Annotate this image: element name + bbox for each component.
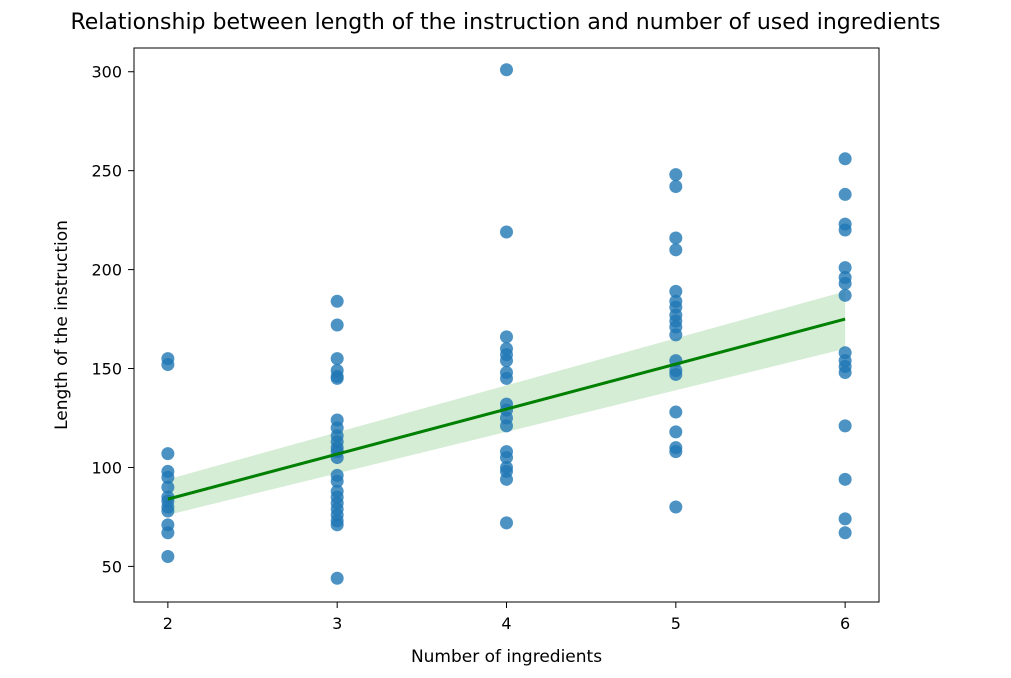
x-tick-label: 6 [840,614,850,633]
data-point [161,358,175,372]
data-point [500,63,513,77]
y-tick-label: 50 [102,557,122,576]
data-point [500,516,513,530]
data-point [838,365,852,379]
x-tick-label: 3 [332,614,342,633]
x-tick-label: 4 [501,614,511,633]
data-point [330,294,344,308]
data-point [500,354,513,368]
data-point [330,518,344,532]
data-point [838,261,852,275]
data-point [669,425,683,439]
data-point [330,352,344,366]
data-point [161,480,175,494]
regression-line-layer [167,317,846,501]
data-point [669,367,683,381]
data-point [838,152,852,166]
data-point [838,288,852,302]
data-point [669,168,683,182]
y-axis-label: Length of the instruction [52,220,72,430]
data-point [161,504,175,518]
y-tick-label: 200 [91,261,122,280]
y-tick-label: 250 [91,162,122,181]
data-point [838,187,852,201]
data-point [669,445,683,459]
data-point [161,526,175,540]
data-point [161,549,175,563]
data-point [330,571,344,585]
data-point [838,526,852,540]
data-point [500,472,513,486]
data-point [330,371,344,385]
regression-line [167,317,846,501]
chart-title: Relationship between length of the instr… [70,10,941,35]
data-point [838,419,852,433]
data-point [500,419,513,433]
data-point [669,284,683,298]
x-axis-label: Number of ingredients [411,647,602,667]
data-point [669,243,683,257]
data-point [500,371,513,385]
x-tick-label: 2 [163,614,173,633]
data-point [838,472,852,486]
data-point [669,231,683,245]
data-point [500,330,513,344]
x-ticks: 2 3 4 5 6 [163,602,850,633]
data-point [330,474,344,488]
data-point [161,447,175,461]
data-point [838,512,852,526]
data-point [161,470,175,484]
data-point [500,225,513,239]
data-point [500,451,513,465]
data-point [669,405,683,419]
data-point [330,318,344,332]
y-ticks: 50 100 150 200 250 300 [91,63,134,576]
data-point [838,276,852,290]
y-tick-label: 100 [91,458,122,477]
x-tick-label: 5 [671,614,681,633]
data-point [669,180,683,193]
data-point [669,328,683,342]
y-tick-label: 300 [91,63,122,82]
data-point [669,500,683,514]
points-layer [161,63,852,585]
y-tick-label: 150 [91,360,122,379]
data-point [838,223,852,237]
